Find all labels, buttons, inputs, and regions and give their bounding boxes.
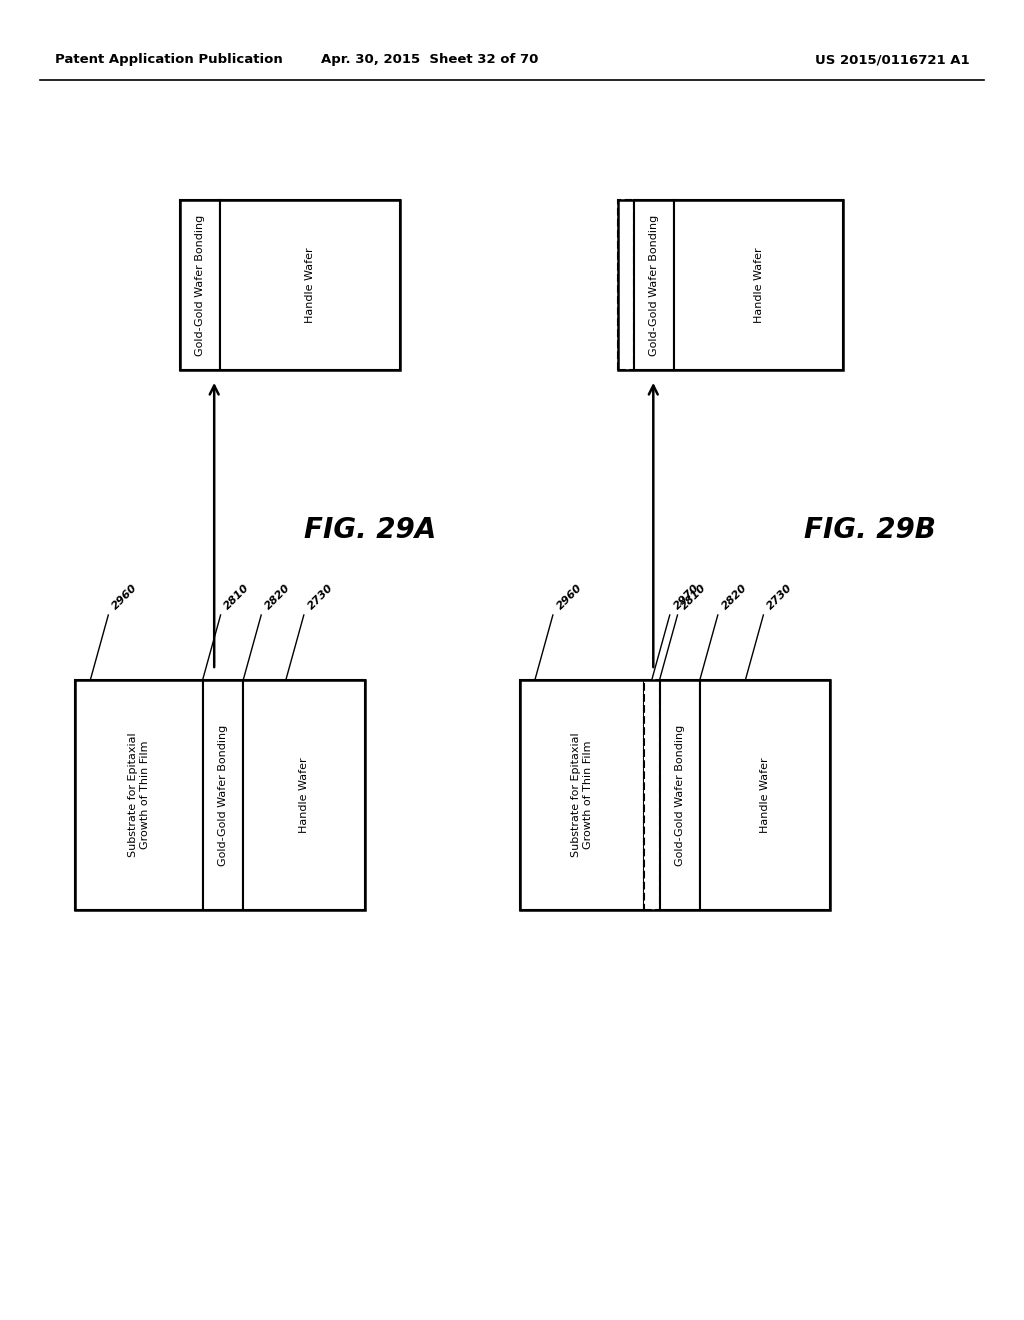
Text: Substrate for Epitaxial
Growth of Thin Film: Substrate for Epitaxial Growth of Thin F… (571, 733, 593, 857)
Text: Substrate for Epitaxial
Growth of Thin Film: Substrate for Epitaxial Growth of Thin F… (128, 733, 150, 857)
Bar (634, 201, 674, 370)
Text: 2960: 2960 (555, 582, 584, 611)
Text: 2810: 2810 (222, 582, 252, 611)
Text: 2970: 2970 (672, 582, 700, 611)
Bar (699, 680, 830, 909)
Bar (659, 680, 699, 909)
Text: 2730: 2730 (765, 582, 795, 611)
Text: 2730: 2730 (306, 582, 335, 611)
Text: Gold-Gold Wafer Bonding: Gold-Gold Wafer Bonding (675, 725, 685, 866)
Text: Gold-Gold Wafer Bonding: Gold-Gold Wafer Bonding (195, 214, 205, 355)
Bar (618, 201, 843, 370)
Text: FIG. 29A: FIG. 29A (304, 516, 436, 544)
Bar (203, 680, 244, 909)
Bar (674, 201, 843, 370)
Bar (520, 680, 644, 909)
Text: Handle Wafer: Handle Wafer (305, 247, 314, 323)
Text: US 2015/0116721 A1: US 2015/0116721 A1 (815, 54, 970, 66)
Bar (644, 680, 659, 909)
Text: FIG. 29B: FIG. 29B (804, 516, 936, 544)
Bar (244, 680, 365, 909)
Bar (75, 680, 203, 909)
Bar (219, 201, 400, 370)
Bar (75, 680, 365, 909)
Text: Apr. 30, 2015  Sheet 32 of 70: Apr. 30, 2015 Sheet 32 of 70 (322, 54, 539, 66)
Bar (180, 201, 219, 370)
Bar (520, 680, 830, 909)
Bar (180, 201, 400, 370)
Text: 2960: 2960 (111, 582, 139, 611)
Text: Handle Wafer: Handle Wafer (299, 758, 309, 833)
Text: 2810: 2810 (680, 582, 709, 611)
Text: 2820: 2820 (720, 582, 749, 611)
Text: Gold-Gold Wafer Bonding: Gold-Gold Wafer Bonding (218, 725, 228, 866)
Text: Patent Application Publication: Patent Application Publication (55, 54, 283, 66)
Bar (618, 201, 634, 370)
Text: Handle Wafer: Handle Wafer (754, 247, 764, 323)
Text: Gold-Gold Wafer Bonding: Gold-Gold Wafer Bonding (649, 214, 659, 355)
Text: Handle Wafer: Handle Wafer (760, 758, 770, 833)
Text: 2820: 2820 (263, 582, 292, 611)
